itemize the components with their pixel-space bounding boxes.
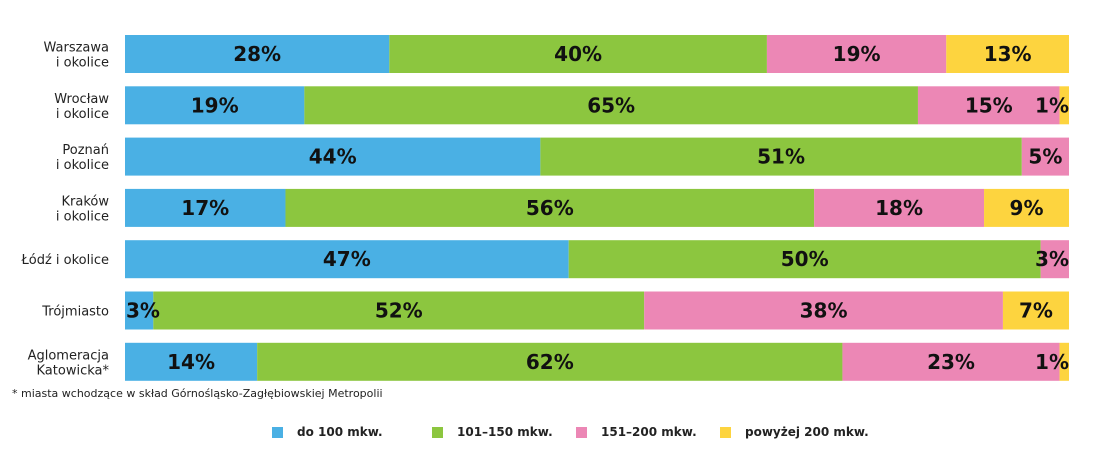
bar-value-label: 1% <box>1035 350 1069 374</box>
legend-label: do 100 mkw. <box>297 425 383 439</box>
legend-swatch <box>432 426 443 438</box>
bar-segment <box>125 86 305 125</box>
bar-segment <box>946 35 1069 73</box>
bar-segment <box>285 188 815 227</box>
bar-value-label: 52% <box>375 299 423 323</box>
category-label: Poznań i okolice <box>56 143 109 173</box>
category-label: Wrocław i okolice <box>54 92 109 122</box>
bar-segment <box>125 342 258 381</box>
bar-value-label: 9% <box>1010 196 1044 220</box>
bar-value-label: 7% <box>1019 299 1053 323</box>
bar-value-label: 13% <box>984 42 1032 66</box>
legend-swatch <box>720 426 731 438</box>
bar-segment <box>1059 86 1069 125</box>
bar-value-label: 15% <box>965 93 1013 117</box>
legend-item: 151–200 mkw. <box>576 422 697 442</box>
bar-value-label: 17% <box>181 196 229 220</box>
bar-segment <box>917 86 1060 125</box>
bar-value-label: 62% <box>526 350 574 374</box>
bar-value-label: 47% <box>323 247 371 271</box>
category-label: Kraków i okolice <box>56 194 109 224</box>
bar-value-label: 28% <box>233 42 281 66</box>
bar-segment <box>1002 291 1069 330</box>
footnote: * miasta wchodzące w skład Górnośląsko-Z… <box>12 387 383 400</box>
bar-segment <box>1021 137 1069 176</box>
bar-value-label: 23% <box>927 350 975 374</box>
bar-segment <box>257 342 843 381</box>
bar-value-label: 44% <box>309 145 357 169</box>
bar-segment <box>814 188 985 227</box>
bar-value-label: 38% <box>800 299 848 323</box>
bar-segment <box>1059 342 1069 381</box>
legend-item: powyżej 200 mkw. <box>720 422 869 442</box>
bar-segment <box>540 137 1022 176</box>
bar-value-label: 50% <box>781 247 829 271</box>
bar-value-label: 1% <box>1035 93 1069 117</box>
bar-segment <box>125 240 569 279</box>
category-label: Aglomeracja Katowicka* <box>28 348 110 378</box>
bar-segment <box>984 188 1069 227</box>
bar-segment <box>153 291 645 330</box>
bar-value-label: 3% <box>1035 247 1069 271</box>
bar-value-label: 19% <box>191 93 239 117</box>
category-label: Trójmiasto <box>41 305 109 320</box>
bar-value-label: 19% <box>833 42 881 66</box>
bar-segment <box>568 240 1041 279</box>
bar-segment <box>125 137 541 176</box>
bar-segment <box>125 188 286 227</box>
bar-value-label: 56% <box>526 196 574 220</box>
bar-value-label: 18% <box>875 196 923 220</box>
bar-segment <box>842 342 1060 381</box>
bar-segment <box>1040 240 1069 279</box>
legend-label: 101–150 mkw. <box>457 425 553 439</box>
bar-value-label: 5% <box>1028 145 1062 169</box>
bar-value-label: 3% <box>126 299 160 323</box>
bar-segment <box>125 35 390 73</box>
bar-segment <box>125 291 154 330</box>
category-label: Warszawa i okolice <box>44 41 110 71</box>
bar-segment <box>304 86 918 125</box>
legend-label: powyżej 200 mkw. <box>745 425 869 439</box>
bar-segment <box>644 291 1003 330</box>
legend-item: 101–150 mkw. <box>432 422 553 442</box>
legend-label: 151–200 mkw. <box>601 425 697 439</box>
bar-segment <box>766 35 947 73</box>
bar-value-label: 51% <box>757 145 805 169</box>
bar-segment <box>389 35 767 73</box>
bar-value-label: 14% <box>167 350 215 374</box>
category-label: Łódź i okolice <box>20 253 109 268</box>
bar-value-label: 40% <box>554 42 602 66</box>
legend: do 100 mkw. 101–150 mkw. 151–200 mkw. powyż… <box>0 422 1100 442</box>
bar-value-label: 65% <box>587 93 635 117</box>
legend-swatch <box>576 426 587 438</box>
legend-item: do 100 mkw. <box>272 422 383 442</box>
legend-swatch <box>272 426 283 438</box>
